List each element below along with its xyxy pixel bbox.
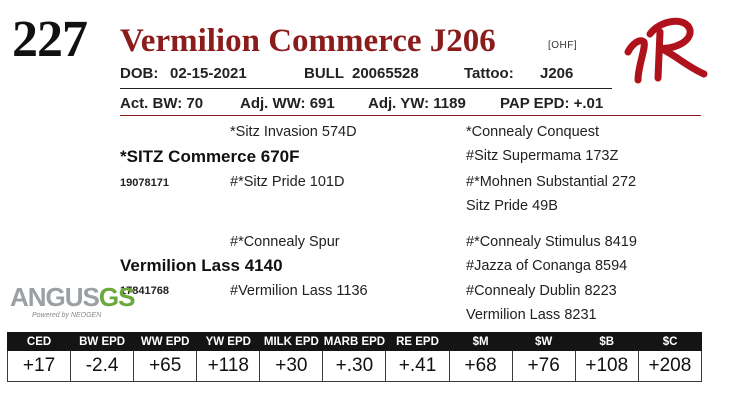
epd-header-milk: MILK EPD: [259, 332, 323, 351]
pedigree-sire-sire: *Sitz Invasion 574D: [230, 124, 357, 140]
pedigree-sss: *Connealy Conquest: [466, 124, 600, 140]
epd-value-yw: +118: [196, 351, 261, 382]
pedigree-dam-dam: #Vermilion Lass 1136: [230, 283, 368, 299]
pedigree-sire-dam: #*Sitz Pride 101D: [230, 174, 345, 190]
pedigree-dam-sire: #*Connealy Spur: [230, 234, 340, 250]
pedigree-sdd: Sitz Pride 49B: [466, 198, 558, 214]
epd-header-ced: CED: [6, 332, 71, 351]
epd-header-c: $C: [637, 332, 702, 351]
sire-registration: 19078171: [120, 177, 169, 189]
pedigree-ddd: Vermilion Lass 8231: [466, 307, 597, 323]
animal-name: Vermilion Commerce J206: [120, 23, 496, 59]
adjusted-yearling-weight: Adj. YW: 1189: [368, 95, 466, 112]
epd-header-re: RE EPD: [385, 332, 450, 351]
pedigree-dss: #*Connealy Stimulus 8419: [466, 234, 637, 250]
actual-birth-weight: Act. BW: 70: [120, 95, 204, 112]
angus-logo-text: ANGUS: [10, 282, 100, 312]
vr-brand-logo: [624, 17, 708, 84]
epd-header-w: $W: [511, 332, 576, 351]
epd-value-w: +76: [511, 351, 576, 382]
pedigree-dam: Vermilion Lass 4140: [120, 256, 283, 275]
registration-number: 20065528: [352, 65, 419, 82]
epd-value-c: +208: [637, 351, 703, 382]
epd-header-ww: WW EPD: [133, 332, 197, 351]
epd-header-bw: BW EPD: [70, 332, 134, 351]
epd-value-ced: +17: [6, 351, 72, 382]
tattoo-label: Tattoo:: [464, 65, 514, 82]
pedigree-ssd: #Sitz Supermama 173Z: [466, 148, 619, 164]
epd-header-marb: MARB EPD: [322, 332, 386, 351]
epd-table: CED BW EPD WW EPD YW EPD MILK EPD MARB E…: [6, 332, 703, 382]
epd-value-bw: -2.4: [70, 351, 135, 382]
lot-number: 227: [12, 11, 88, 68]
brand-tag: [OHF]: [548, 40, 578, 51]
epd-header-row: CED BW EPD WW EPD YW EPD MILK EPD MARB E…: [6, 332, 702, 351]
divider-line-accent: [120, 115, 701, 116]
divider-line: [120, 88, 612, 89]
epd-value-re: +.41: [385, 351, 450, 382]
dob-value: 02-15-2021: [170, 65, 247, 82]
pedigree-dds: #Connealy Dublin 8223: [466, 283, 617, 299]
pedigree-dsd: #Jazza of Conanga 8594: [466, 258, 628, 274]
epd-value-row: +17 -2.4 +65 +118 +30 +.30 +.41 +68 +76 …: [6, 351, 703, 382]
dam-registration: 17841768: [120, 285, 169, 297]
powered-by-text: Powered by NEOGEN: [32, 312, 102, 319]
gs-logo-text: GS: [98, 282, 136, 312]
epd-value-ww: +65: [133, 351, 198, 382]
epd-value-b: +108: [574, 351, 639, 382]
epd-value-milk: +30: [259, 351, 324, 382]
pedigree-sds: #*Mohnen Substantial 272: [466, 174, 637, 190]
epd-header-b: $B: [574, 332, 639, 351]
epd-value-m: +68: [448, 351, 513, 382]
adjusted-weaning-weight: Adj. WW: 691: [240, 95, 335, 112]
pap-epd: PAP EPD: +.01: [500, 95, 604, 112]
epd-value-marb: +.30: [322, 351, 387, 382]
angus-gs-logo: ANGUSGS: [10, 282, 136, 312]
pedigree-sire: *SITZ Commerce 670F: [120, 147, 300, 166]
epd-header-yw: YW EPD: [196, 332, 260, 351]
dob-label: DOB:: [120, 65, 159, 82]
epd-header-m: $M: [448, 332, 513, 351]
tattoo-value: J206: [540, 65, 574, 82]
sex-value: BULL: [304, 65, 344, 82]
